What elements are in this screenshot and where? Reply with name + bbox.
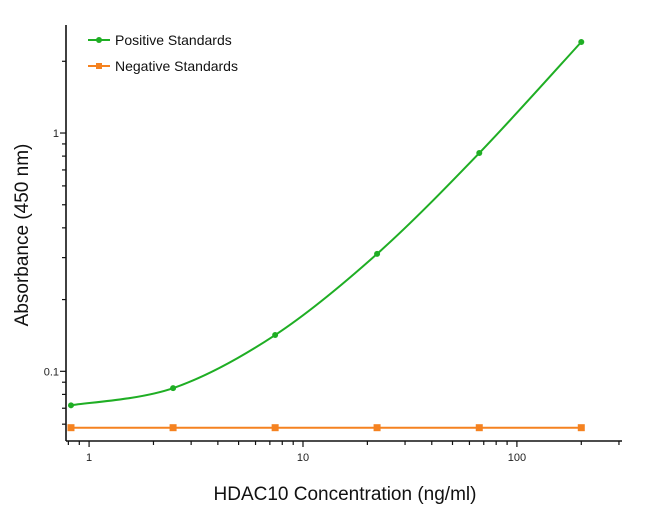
plot-area (67, 38, 585, 432)
legend-item-positive: Positive Standards (88, 32, 232, 48)
x-tick-label-10: 10 (297, 452, 309, 464)
legend: Positive Standards Negative Standards (88, 32, 238, 74)
data-point-positive (476, 150, 483, 157)
data-point-negative (373, 424, 381, 432)
y-axis-title: Absorbance (450 nm) (12, 144, 33, 327)
legend-label-positive: Positive Standards (115, 32, 232, 48)
data-point-positive (272, 332, 279, 339)
legend-marker-negative (96, 63, 102, 69)
legend-label-negative: Negative Standards (115, 58, 238, 74)
x-tick-label-100: 100 (508, 452, 526, 464)
x-tick-label-1: 1 (86, 452, 92, 464)
data-point-negative (271, 424, 279, 432)
data-point-negative (169, 424, 177, 432)
data-point-positive (67, 402, 74, 409)
data-point-positive (374, 250, 381, 257)
tick-labels: 1 10 100 0.1 1 (44, 128, 526, 464)
data-point-positive (578, 38, 585, 45)
y-tick-label-0.1: 0.1 (44, 366, 59, 378)
data-point-positive (170, 385, 177, 392)
data-point-negative (67, 424, 75, 432)
legend-item-negative: Negative Standards (88, 58, 238, 74)
axes (65, 25, 622, 442)
series-line-positive (70, 41, 583, 407)
legend-marker-positive (96, 37, 102, 43)
data-point-negative (475, 424, 483, 432)
ticks (60, 60, 620, 447)
y-tick-label-1: 1 (53, 128, 59, 140)
x-axis-title: HDAC10 Concentration (ng/ml) (214, 484, 477, 505)
data-point-negative (577, 424, 585, 432)
